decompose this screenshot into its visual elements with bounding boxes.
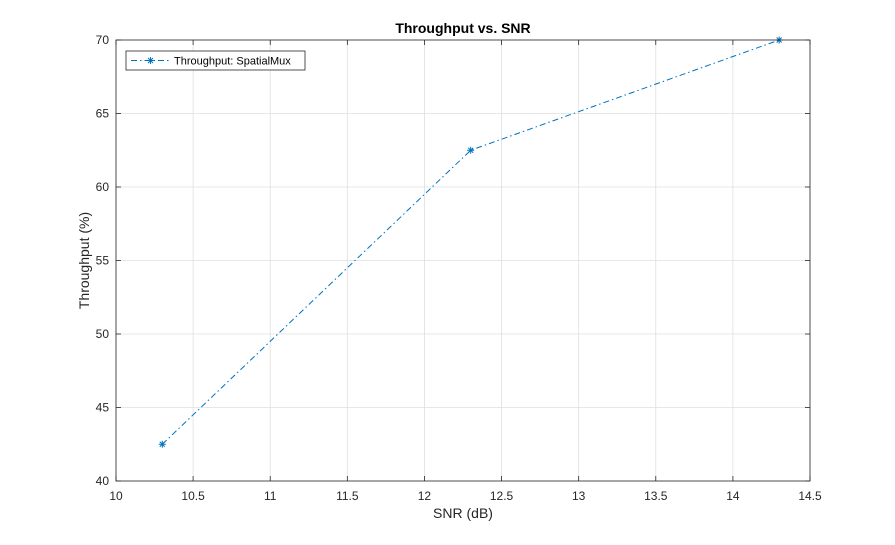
y-tick-label: 40 <box>96 474 110 488</box>
chart-title: Throughput vs. SNR <box>395 20 530 36</box>
y-tick-label: 65 <box>96 107 110 121</box>
x-tick-label: 13.5 <box>644 489 668 503</box>
x-tick-label: 10 <box>109 489 123 503</box>
y-tick-label: 50 <box>96 327 110 341</box>
legend-marker-asterisk-icon <box>147 57 154 64</box>
legend: Throughput: SpatialMux <box>125 50 306 71</box>
legend-entry-label: Throughput: SpatialMux <box>174 56 291 68</box>
axis-ticks: 10 10.5 11 11.5 12 12.5 13 13.5 14 14.5 40 45 50 55 60… <box>96 33 822 503</box>
series-line <box>161 39 780 445</box>
x-tick-label: 14.5 <box>798 489 822 503</box>
data-point-marker <box>467 146 475 154</box>
data-point-marker <box>158 440 166 448</box>
legend-box <box>125 50 306 71</box>
x-tick-label: 13 <box>572 489 586 503</box>
y-tick-label: 60 <box>96 180 110 194</box>
legend-asterisk <box>147 57 154 64</box>
y-axis-label: Throughput (%) <box>76 212 92 309</box>
series-layer <box>158 36 783 448</box>
x-tick-label: 11.5 <box>336 489 359 503</box>
x-axis-label: SNR (dB) <box>433 505 493 521</box>
x-tick-label: 12.5 <box>490 489 514 503</box>
y-tick-label: 70 <box>96 33 110 47</box>
y-tick-label: 55 <box>96 254 110 268</box>
x-tick-label: 10.5 <box>181 489 205 503</box>
x-tick-label: 12 <box>418 489 432 503</box>
x-tick-label: 14 <box>726 489 740 503</box>
x-tick-label: 11 <box>264 489 277 503</box>
y-tick-label: 45 <box>96 401 110 415</box>
